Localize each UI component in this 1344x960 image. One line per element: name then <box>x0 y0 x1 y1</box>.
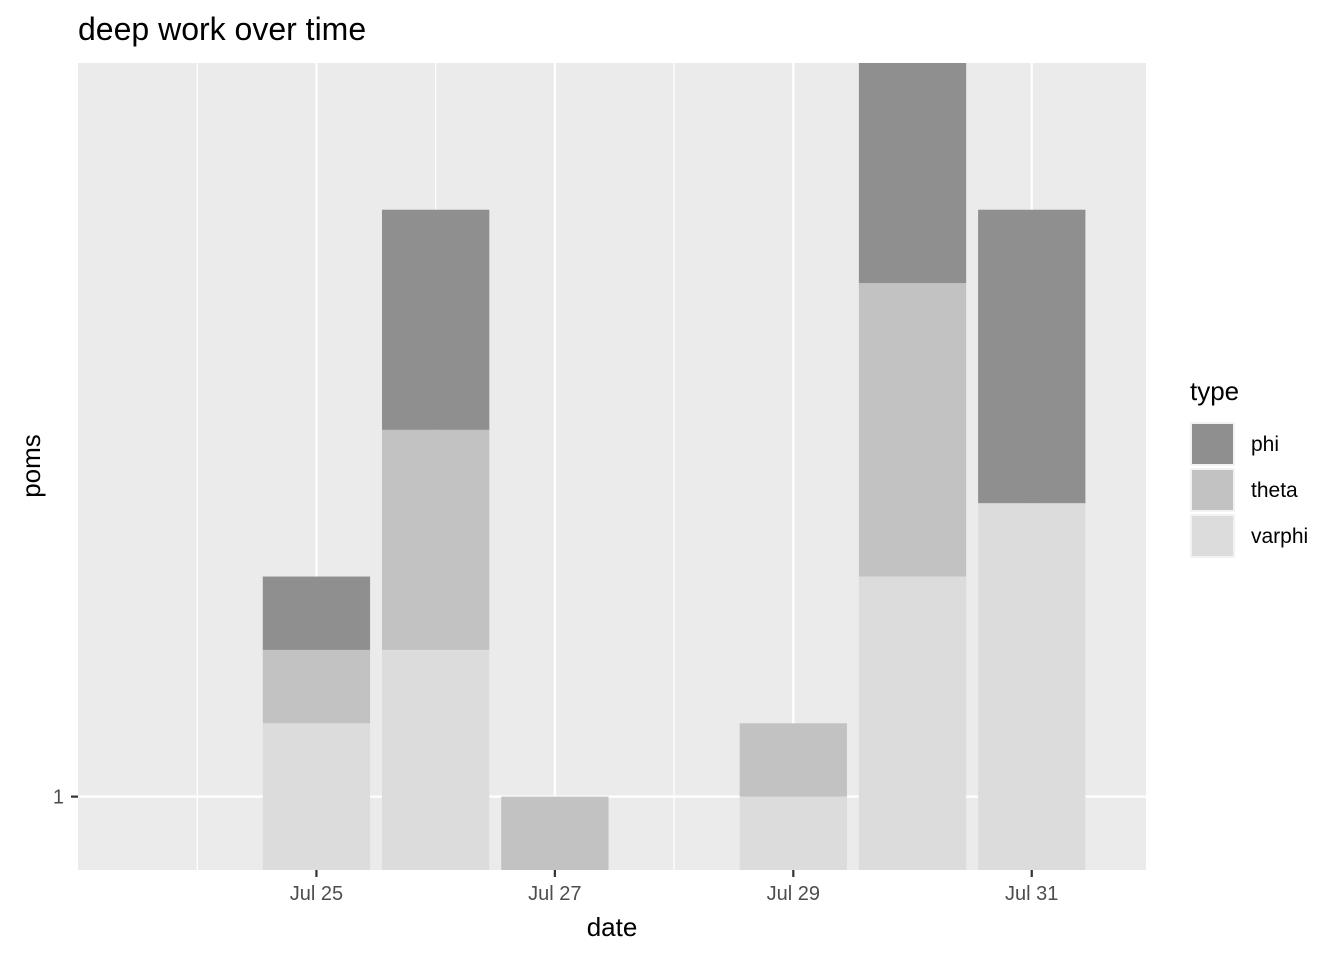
legend-key-varphi <box>1192 516 1233 556</box>
x-axis-title: date <box>587 912 638 942</box>
bar-segment-varphi <box>739 796 847 870</box>
x-tick-label: Jul 27 <box>528 883 581 905</box>
bar-segment-varphi <box>858 576 967 870</box>
bar-segment-theta <box>739 723 847 797</box>
chart-title: deep work over time <box>78 11 366 47</box>
legend: type phi theta varphi <box>1190 376 1308 558</box>
bar-segment-theta <box>382 429 490 650</box>
bar-segment-phi <box>978 209 1086 504</box>
bar-segment-varphi <box>262 723 371 870</box>
bar-segment-theta <box>858 283 967 577</box>
bar-segment-theta <box>262 649 371 724</box>
y-axis: 1 <box>53 787 78 809</box>
x-tick-label: Jul 25 <box>290 883 343 905</box>
y-tick-label: 1 <box>53 787 64 809</box>
legend-label-theta: theta <box>1251 479 1298 502</box>
legend-key-phi <box>1192 424 1233 464</box>
plot-panel <box>78 63 1146 870</box>
x-axis: Jul 25 Jul 27 Jul 29 Jul 31 <box>290 870 1058 905</box>
bar-segment-phi <box>382 209 490 430</box>
bar-segment-theta <box>501 796 609 870</box>
legend-label-phi: phi <box>1251 433 1279 456</box>
bar-segment-varphi <box>382 649 490 870</box>
bar-segment-phi <box>262 576 371 650</box>
bar-segment-varphi <box>978 503 1086 870</box>
legend-label-varphi: varphi <box>1251 525 1308 548</box>
y-axis-title: poms <box>16 434 46 498</box>
legend-key-theta <box>1192 470 1233 510</box>
legend-title: type <box>1190 376 1239 406</box>
bar-segment-phi <box>858 63 967 284</box>
x-tick-label: Jul 31 <box>1005 883 1058 905</box>
bars <box>262 63 1086 870</box>
x-tick-label: Jul 29 <box>767 883 820 905</box>
